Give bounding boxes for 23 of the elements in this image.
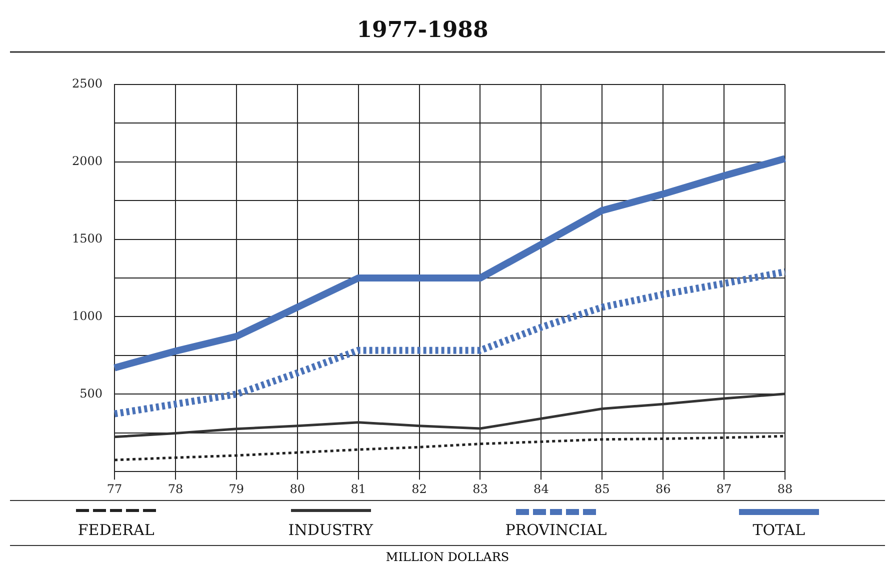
x-tick-label: 88 xyxy=(777,482,793,496)
y-tick-label: 500 xyxy=(80,386,103,400)
x-tick-label: 80 xyxy=(290,482,306,496)
legend-label: INDUSTRY xyxy=(288,521,374,539)
x-tick-label: 81 xyxy=(350,482,366,496)
legend-label: TOTAL xyxy=(752,521,806,539)
x-tick-label: 87 xyxy=(716,482,732,496)
text: MILLION DOLLARS xyxy=(384,550,510,564)
x-tick-label: 83 xyxy=(472,482,488,496)
legend-label: PROVINCIAL xyxy=(505,521,607,539)
y-tick-label: 1500 xyxy=(72,231,103,246)
x-tick-label: 85 xyxy=(594,482,610,496)
x-tick-label: 77 xyxy=(106,482,122,496)
x-tick-label: 78 xyxy=(168,482,184,496)
legend-label: FEDERAL xyxy=(78,521,154,539)
x-tick-label: 82 xyxy=(412,482,427,496)
chart-title: 1977-1988 xyxy=(356,16,488,43)
x-tick-label: 86 xyxy=(655,482,671,496)
y-tick-label: 2000 xyxy=(72,154,103,168)
y-tick-label: 1000 xyxy=(72,308,103,323)
x-tick-label: 79 xyxy=(228,482,244,496)
y-tick-label: 2500 xyxy=(72,76,103,91)
x-tick-label: 84 xyxy=(534,482,550,496)
